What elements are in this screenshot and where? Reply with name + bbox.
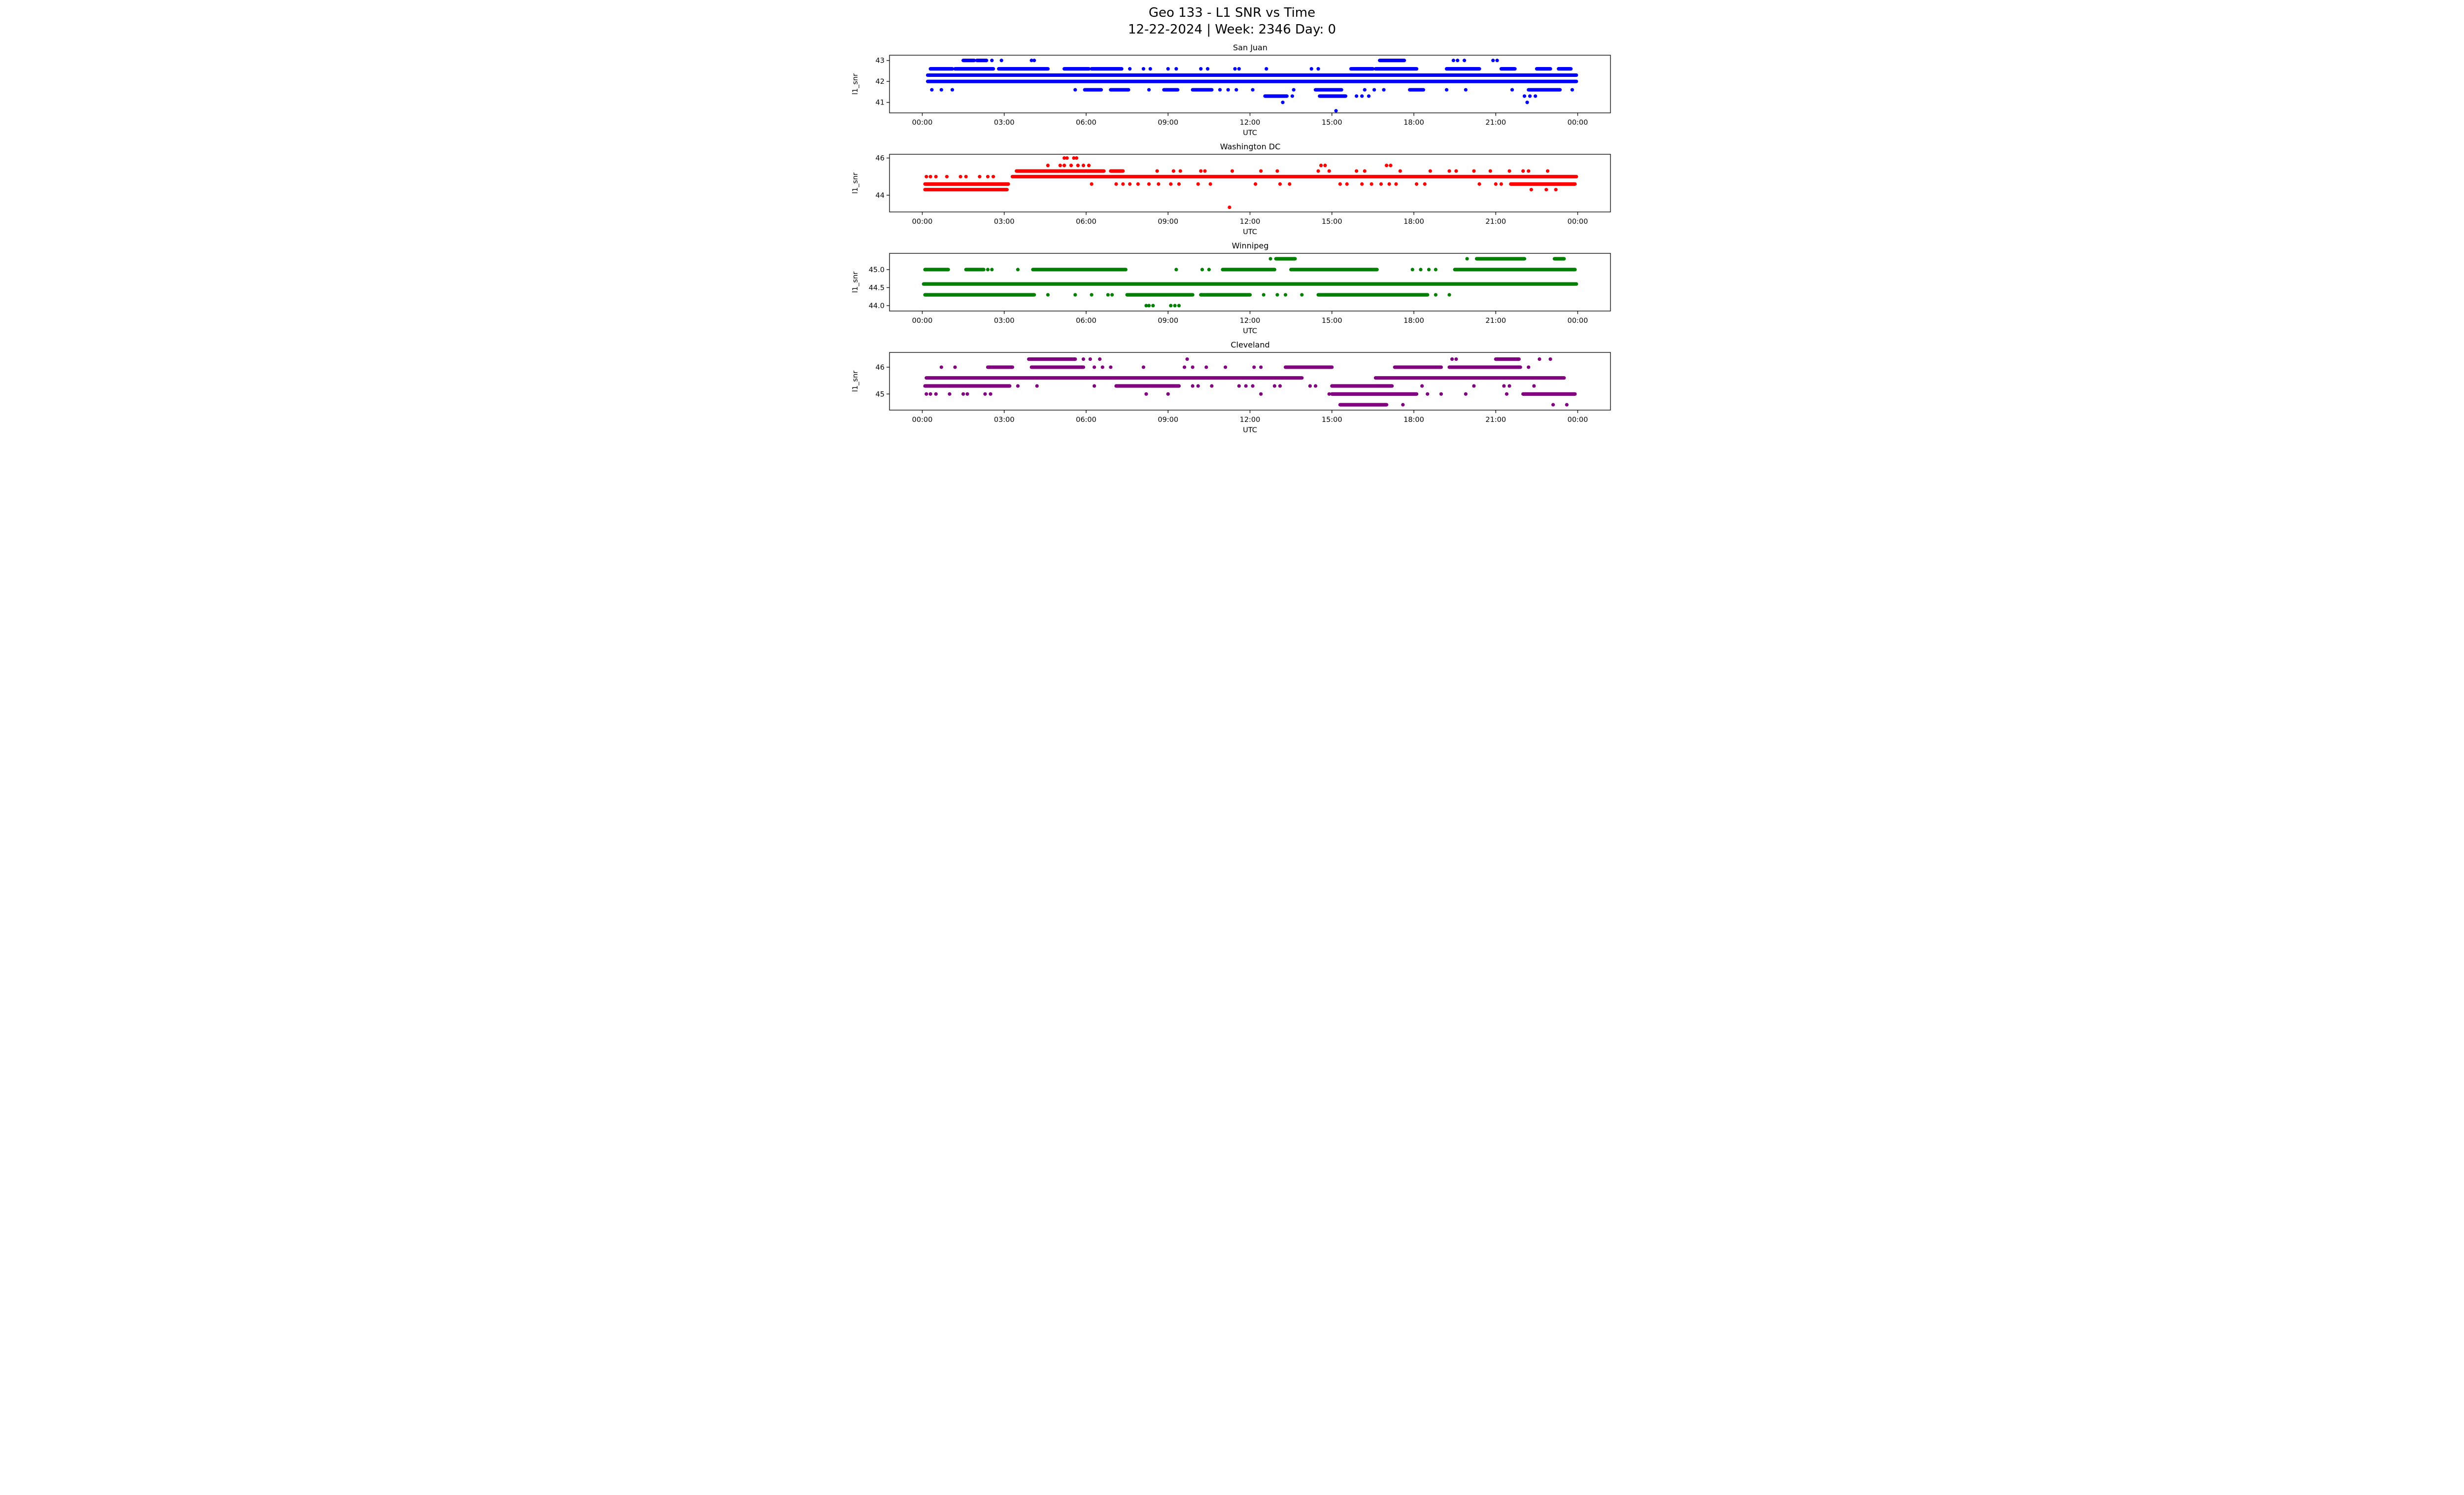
- svg-text:09:00: 09:00: [1158, 317, 1178, 325]
- svg-text:12:00: 12:00: [1240, 416, 1261, 424]
- scatter-plot-san-juan: 43 42 41 00:00 03:00 06:00 09:00 12:00 15:00 18:0…: [852, 54, 1611, 137]
- svg-text:03:00: 03:00: [994, 218, 1015, 226]
- svg-text:00:00: 00:00: [1568, 317, 1588, 325]
- subplot-title-winnipeg: Winnipeg: [1232, 241, 1269, 250]
- svg-text:06:00: 06:00: [1076, 416, 1096, 424]
- svg-text:43: 43: [876, 57, 885, 65]
- svg-text:15:00: 15:00: [1322, 119, 1342, 127]
- svg-text:00:00: 00:00: [1568, 416, 1588, 424]
- svg-text:45: 45: [876, 390, 885, 398]
- svg-text:18:00: 18:00: [1403, 317, 1424, 325]
- svg-text:00:00: 00:00: [912, 317, 933, 325]
- svg-text:00:00: 00:00: [912, 119, 933, 127]
- svg-text:UTC: UTC: [1243, 327, 1257, 335]
- svg-text:UTC: UTC: [1243, 129, 1257, 137]
- subplot-washington-dc: Washington DC 46 44 00:00 03:00 06:00 09:00 12…: [848, 142, 1616, 237]
- svg-text:l1_snr: l1_snr: [852, 73, 859, 94]
- svg-text:UTC: UTC: [1243, 228, 1257, 236]
- svg-text:06:00: 06:00: [1076, 119, 1096, 127]
- svg-text:00:00: 00:00: [912, 416, 933, 424]
- scatter-plot-cleveland: 46 45 00:00 03:00 06:00 09:00 12:00 15:00 18:00 2…: [852, 351, 1611, 434]
- subplot-title-san-juan: San Juan: [1233, 42, 1267, 52]
- svg-text:12:00: 12:00: [1240, 317, 1261, 325]
- figure: Geo 133 - L1 SNR vs Time 12-22-2024 | We…: [848, 0, 1616, 435]
- svg-text:42: 42: [876, 78, 885, 86]
- svg-text:03:00: 03:00: [994, 416, 1015, 424]
- svg-text:44.0: 44.0: [869, 302, 885, 310]
- svg-text:45.0: 45.0: [869, 266, 885, 274]
- svg-text:44: 44: [876, 192, 885, 200]
- svg-text:l1_snr: l1_snr: [852, 172, 859, 193]
- svg-text:06:00: 06:00: [1076, 317, 1096, 325]
- svg-text:41: 41: [876, 99, 885, 106]
- subplot-winnipeg: Winnipeg 45.0 44.5 44.0 00:00 03:00 06:00 09:0…: [848, 241, 1616, 336]
- svg-text:46: 46: [876, 364, 885, 372]
- svg-text:15:00: 15:00: [1322, 416, 1342, 424]
- subplot-cleveland: Cleveland 46 45 00:00 03:00 06:00 09:00 12:00 1…: [848, 340, 1616, 435]
- svg-text:15:00: 15:00: [1322, 317, 1342, 325]
- svg-text:09:00: 09:00: [1158, 218, 1178, 226]
- svg-text:21:00: 21:00: [1485, 218, 1506, 226]
- svg-text:UTC: UTC: [1243, 426, 1257, 434]
- scatter-plot-washington-dc: 46 44 00:00 03:00 06:00 09:00 12:00 15:00 18:00 2…: [852, 153, 1611, 236]
- svg-text:21:00: 21:00: [1485, 317, 1506, 325]
- svg-text:06:00: 06:00: [1076, 218, 1096, 226]
- svg-text:21:00: 21:00: [1485, 119, 1506, 127]
- svg-text:03:00: 03:00: [994, 119, 1015, 127]
- svg-text:12:00: 12:00: [1240, 119, 1261, 127]
- svg-text:18:00: 18:00: [1403, 218, 1424, 226]
- svg-text:00:00: 00:00: [1568, 119, 1588, 127]
- svg-text:18:00: 18:00: [1403, 119, 1424, 127]
- svg-text:00:00: 00:00: [1568, 218, 1588, 226]
- svg-text:18:00: 18:00: [1403, 416, 1424, 424]
- subplot-title-cleveland: Cleveland: [1231, 340, 1270, 349]
- figure-title-line2: 12-22-2024 | Week: 2346 Day: 0: [1128, 22, 1336, 37]
- figure-title-line1: Geo 133 - L1 SNR vs Time: [1148, 5, 1316, 20]
- svg-text:09:00: 09:00: [1158, 416, 1178, 424]
- figure-title: Geo 133 - L1 SNR vs Time 12-22-2024 | We…: [848, 5, 1616, 38]
- svg-text:12:00: 12:00: [1240, 218, 1261, 226]
- svg-text:l1_snr: l1_snr: [852, 370, 859, 391]
- scatter-plot-winnipeg: 45.0 44.5 44.0 00:00 03:00 06:00 09:00 12:00 15:…: [852, 252, 1611, 335]
- subplot-san-juan: San Juan 43 42 41 00:00 03:00 06:00 09:00 12:00…: [848, 43, 1616, 138]
- svg-text:21:00: 21:00: [1485, 416, 1506, 424]
- svg-text:46: 46: [876, 154, 885, 162]
- svg-text:09:00: 09:00: [1158, 119, 1178, 127]
- svg-text:00:00: 00:00: [912, 218, 933, 226]
- svg-text:44.5: 44.5: [869, 284, 885, 292]
- svg-text:03:00: 03:00: [994, 317, 1015, 325]
- svg-text:l1_snr: l1_snr: [852, 271, 859, 292]
- svg-text:15:00: 15:00: [1322, 218, 1342, 226]
- subplot-title-washington-dc: Washington DC: [1220, 141, 1281, 151]
